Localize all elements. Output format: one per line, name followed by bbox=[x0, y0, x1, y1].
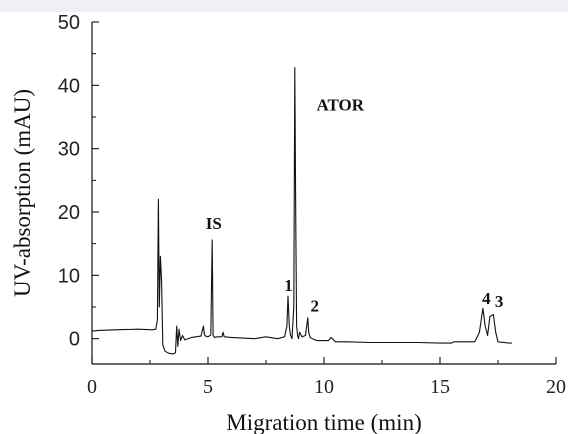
peak-label: 4 bbox=[482, 289, 491, 308]
axis-tick-labels: 0 10 20 30 40 50 0 5 10 15 20 bbox=[58, 12, 566, 398]
peak-label: 3 bbox=[495, 292, 504, 311]
x-tick-label: 0 bbox=[87, 376, 97, 398]
peak-annotations: IS ATOR 12 4 3 bbox=[206, 96, 504, 316]
peak-label: ATOR bbox=[316, 96, 364, 115]
peak-label: 2 bbox=[310, 296, 319, 315]
y-tick-label: 20 bbox=[58, 202, 80, 224]
x-tick-label: 5 bbox=[203, 376, 213, 398]
axes bbox=[91, 22, 556, 365]
y-tick-label: 0 bbox=[69, 329, 80, 351]
y-axis-title: UV-absorption (mAU) bbox=[10, 89, 35, 297]
y-tick-label: 40 bbox=[58, 75, 80, 97]
x-tick-label: 15 bbox=[430, 376, 450, 398]
y-tick-label: 30 bbox=[58, 139, 80, 161]
peak-label: 1 bbox=[284, 276, 293, 295]
x-tick-label: 20 bbox=[546, 376, 566, 398]
axis-ticks bbox=[91, 21, 557, 364]
y-tick-label: 10 bbox=[58, 265, 80, 287]
peak-label: IS bbox=[206, 214, 222, 233]
x-tick-label: 10 bbox=[314, 376, 334, 398]
electropherogram-trace bbox=[91, 67, 512, 355]
x-axis-title: Migration time (min) bbox=[226, 410, 421, 434]
y-tick-label: 50 bbox=[58, 12, 80, 34]
